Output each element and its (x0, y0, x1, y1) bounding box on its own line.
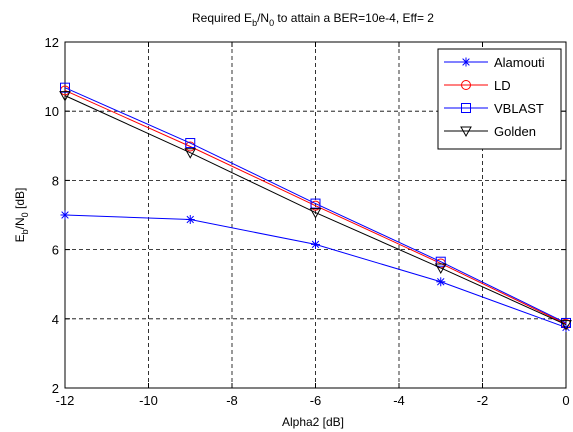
y-tick-label: 10 (45, 104, 59, 119)
x-axis-label: Alpha2 [dB] (282, 415, 344, 429)
data-point-golden (184, 148, 197, 159)
x-tick-label: -8 (226, 393, 238, 408)
x-tick-label: -10 (139, 393, 158, 408)
data-point-golden (560, 320, 572, 331)
data-point-golden (309, 208, 322, 219)
y-axis-label: Eb/N0 [dB] (13, 188, 30, 243)
chart-title: Required Eb/N0 to attain a BER=10e-4, Ef… (192, 11, 434, 28)
x-tick-label: -12 (56, 393, 75, 408)
data-point-vblast (435, 256, 446, 267)
data-point-vblast (60, 82, 70, 93)
x-tick-label: -2 (477, 393, 489, 408)
legend: Alamouti LD VBLAST Golden (437, 48, 562, 150)
series (59, 82, 572, 332)
legend-box (437, 48, 562, 150)
data-point-alamouti (436, 277, 446, 287)
series-line-vblast (64, 87, 567, 324)
legend-label-golden: Golden (494, 124, 536, 139)
legend-entry-vblast: VBLAST (444, 101, 544, 116)
data-point-vblast (185, 138, 196, 149)
legend-marker-vblast (461, 103, 471, 113)
series-golden (59, 91, 572, 331)
x-tick-label: -6 (310, 393, 322, 408)
y-tick-label: 4 (52, 312, 59, 327)
data-point-alamouti (185, 214, 195, 224)
legend-marker-golden (460, 126, 472, 138)
series-line-golden (64, 95, 567, 326)
legend-entry-ld: LD (444, 78, 511, 93)
y-tick-label: 8 (52, 173, 59, 188)
data-point-alamouti (311, 239, 320, 249)
legend-entry-alamouti: Alamouti (444, 55, 545, 70)
legend-label-ld: LD (494, 78, 511, 93)
tick-labels: -12 -10 -8 -6 -4 -2 0 2 4 6 8 10 12 (45, 35, 570, 408)
y-tick-label: 12 (45, 35, 59, 50)
data-point-alamouti (60, 210, 70, 220)
y-tick-label: 2 (52, 381, 59, 396)
legend-label-alamouti: Alamouti (494, 55, 545, 70)
legend-marker-ld (461, 80, 471, 90)
legend-label-vblast: VBLAST (494, 101, 544, 116)
x-tick-label: 0 (562, 393, 569, 408)
x-tick-label: -4 (393, 393, 405, 408)
series-line-ld (64, 89, 567, 325)
y-tick-label: 6 (52, 243, 59, 258)
legend-entry-golden: Golden (444, 124, 536, 139)
data-point-golden (434, 263, 447, 274)
legend-marker-alamouti (461, 57, 471, 67)
data-point-golden (59, 91, 71, 102)
